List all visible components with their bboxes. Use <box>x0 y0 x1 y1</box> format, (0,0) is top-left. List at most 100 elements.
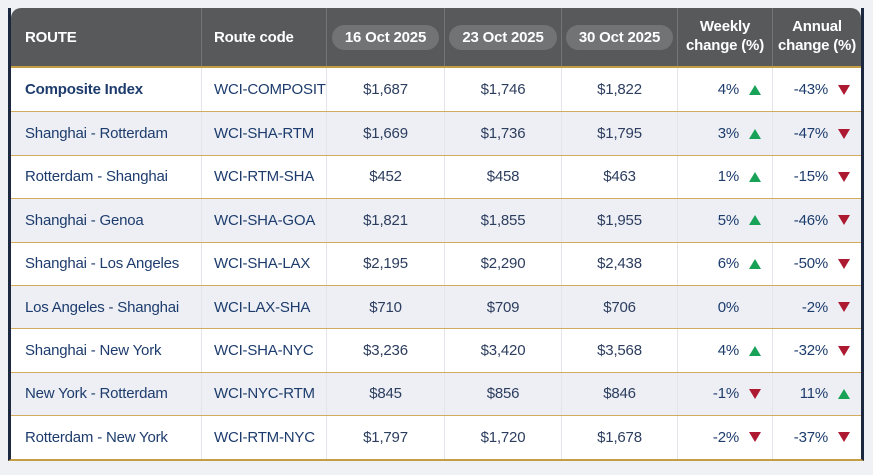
column-header-date-2: 23 Oct 2025 <box>444 8 561 66</box>
price-cell-week1: $1,687 <box>326 68 444 112</box>
price-cell-week3: $1,955 <box>561 199 677 242</box>
price-cell-week3: $3,568 <box>561 329 677 372</box>
route-code-cell: WCI-RTM-SHA <box>201 155 326 199</box>
weekly-change-value: 6% <box>717 255 739 273</box>
weekly-change-value: -1% <box>712 385 739 403</box>
annual-change-value: -50% <box>793 255 828 273</box>
down-arrow-icon <box>749 388 762 399</box>
price-cell-week1: $3,236 <box>326 329 444 372</box>
table-row: Rotterdam - Shanghai WCI-RTM-SHA $452 $4… <box>11 154 861 199</box>
price-cell-week2: $856 <box>444 372 561 416</box>
price-cell-week2: $2,290 <box>444 242 561 285</box>
column-header-route-code: Route code <box>201 8 326 66</box>
down-arrow-icon <box>838 215 851 226</box>
route-cell: Rotterdam - Shanghai <box>25 168 168 186</box>
table-body: Composite Index WCI-COMPOSITE $1,687 $1,… <box>11 68 861 459</box>
table-row: Rotterdam - New York WCI-RTM-NYC $1,797 … <box>11 415 861 459</box>
route-code-cell: WCI-LAX-SHA <box>201 285 326 329</box>
price-cell-week3: $846 <box>561 372 677 416</box>
annual-change-cell: -43% <box>772 68 861 112</box>
down-arrow-icon <box>838 302 851 313</box>
price-cell-week2: $1,736 <box>444 112 561 155</box>
annual-change-cell: 11% <box>772 372 861 416</box>
price-cell-week1: $845 <box>326 372 444 416</box>
price-cell-week2: $458 <box>444 155 561 199</box>
price-cell-week1: $1,669 <box>326 112 444 155</box>
down-arrow-icon <box>838 171 851 182</box>
weekly-change-value: 0% <box>717 298 739 316</box>
down-arrow-icon <box>838 258 851 269</box>
down-arrow-icon <box>838 128 851 139</box>
annual-change-value: -46% <box>793 211 828 229</box>
route-code-cell: WCI-NYC-RTM <box>201 372 326 416</box>
route-cell: Shanghai - New York <box>25 342 162 360</box>
table-row: Shanghai - New York WCI-SHA-NYC $3,236 $… <box>11 328 861 372</box>
up-arrow-icon <box>749 84 762 95</box>
weekly-change-cell: 5% <box>677 199 772 242</box>
route-code-cell: WCI-COMPOSITE <box>201 68 326 112</box>
annual-change-value: -2% <box>801 298 828 316</box>
price-cell-week2: $3,420 <box>444 329 561 372</box>
weekly-change-value: 4% <box>717 81 739 99</box>
route-code-cell: WCI-SHA-NYC <box>201 329 326 372</box>
route-code-cell: WCI-RTM-NYC <box>201 416 326 459</box>
price-cell-week3: $1,822 <box>561 68 677 112</box>
route-cell: Los Angeles - Shanghai <box>25 298 180 316</box>
down-arrow-icon <box>838 432 851 443</box>
weekly-change-value: 3% <box>717 125 739 143</box>
annual-change-cell: -50% <box>772 242 861 285</box>
no-change-spacer <box>749 302 762 312</box>
column-header-route-code-label: Route code <box>214 28 294 46</box>
annual-change-value: -32% <box>793 342 828 360</box>
date-pill-badge: 30 Oct 2025 <box>565 24 674 50</box>
price-cell-week3: $1,678 <box>561 416 677 459</box>
up-arrow-icon <box>749 345 762 356</box>
table-row: Composite Index WCI-COMPOSITE $1,687 $1,… <box>11 68 861 112</box>
route-cell: Composite Index <box>25 81 143 99</box>
route-code-cell: WCI-SHA-RTM <box>201 112 326 155</box>
route-code-cell: WCI-SHA-GOA <box>201 199 326 242</box>
price-cell-week1: $2,195 <box>326 242 444 285</box>
price-cell-week3: $463 <box>561 155 677 199</box>
column-header-weekly-change: Weekly change (%) <box>677 8 772 66</box>
annual-change-cell: -47% <box>772 112 861 155</box>
column-header-annual-change: Annual change (%) <box>772 8 861 66</box>
price-cell-week3: $2,438 <box>561 242 677 285</box>
route-cell: Shanghai - Rotterdam <box>25 125 168 143</box>
price-cell-week1: $710 <box>326 285 444 329</box>
annual-change-cell: -15% <box>772 155 861 199</box>
weekly-change-value: -2% <box>712 428 739 446</box>
up-arrow-icon <box>749 215 762 226</box>
table-row: Shanghai - Rotterdam WCI-SHA-RTM $1,669 … <box>11 111 861 155</box>
weekly-change-value: 5% <box>717 211 739 229</box>
down-arrow-icon <box>749 432 762 443</box>
price-cell-week3: $1,795 <box>561 112 677 155</box>
annual-change-value: -47% <box>793 125 828 143</box>
column-header-weekly-change-label: Weekly change (%) <box>685 18 764 54</box>
annual-change-value: -43% <box>793 81 828 99</box>
weekly-change-cell: -2% <box>677 416 772 459</box>
column-header-route-label: ROUTE <box>25 28 77 46</box>
rates-table: ROUTE Route code 16 Oct 2025 23 Oct 2025… <box>8 8 864 461</box>
annual-change-cell: -32% <box>772 329 861 372</box>
weekly-change-cell: 1% <box>677 155 772 199</box>
table-row: Los Angeles - Shanghai WCI-LAX-SHA $710 … <box>11 284 861 329</box>
route-code-cell: WCI-SHA-LAX <box>201 242 326 285</box>
date-pill-badge: 23 Oct 2025 <box>449 24 557 50</box>
annual-change-value: -37% <box>793 428 828 446</box>
weekly-change-cell: 0% <box>677 285 772 329</box>
weekly-change-value: 4% <box>717 342 739 360</box>
route-cell: Rotterdam - New York <box>25 428 168 446</box>
weekly-change-cell: 4% <box>677 68 772 112</box>
weekly-change-cell: -1% <box>677 372 772 416</box>
route-cell: New York - Rotterdam <box>25 385 168 403</box>
route-cell: Shanghai - Genoa <box>25 211 144 229</box>
up-arrow-icon <box>749 128 762 139</box>
table-row: New York - Rotterdam WCI-NYC-RTM $845 $8… <box>11 371 861 416</box>
price-cell-week1: $1,821 <box>326 199 444 242</box>
column-header-annual-change-label: Annual change (%) <box>777 18 856 54</box>
route-cell: Shanghai - Los Angeles <box>25 255 180 273</box>
weekly-change-cell: 6% <box>677 242 772 285</box>
up-arrow-icon <box>838 388 851 399</box>
price-cell-week2: $709 <box>444 285 561 329</box>
